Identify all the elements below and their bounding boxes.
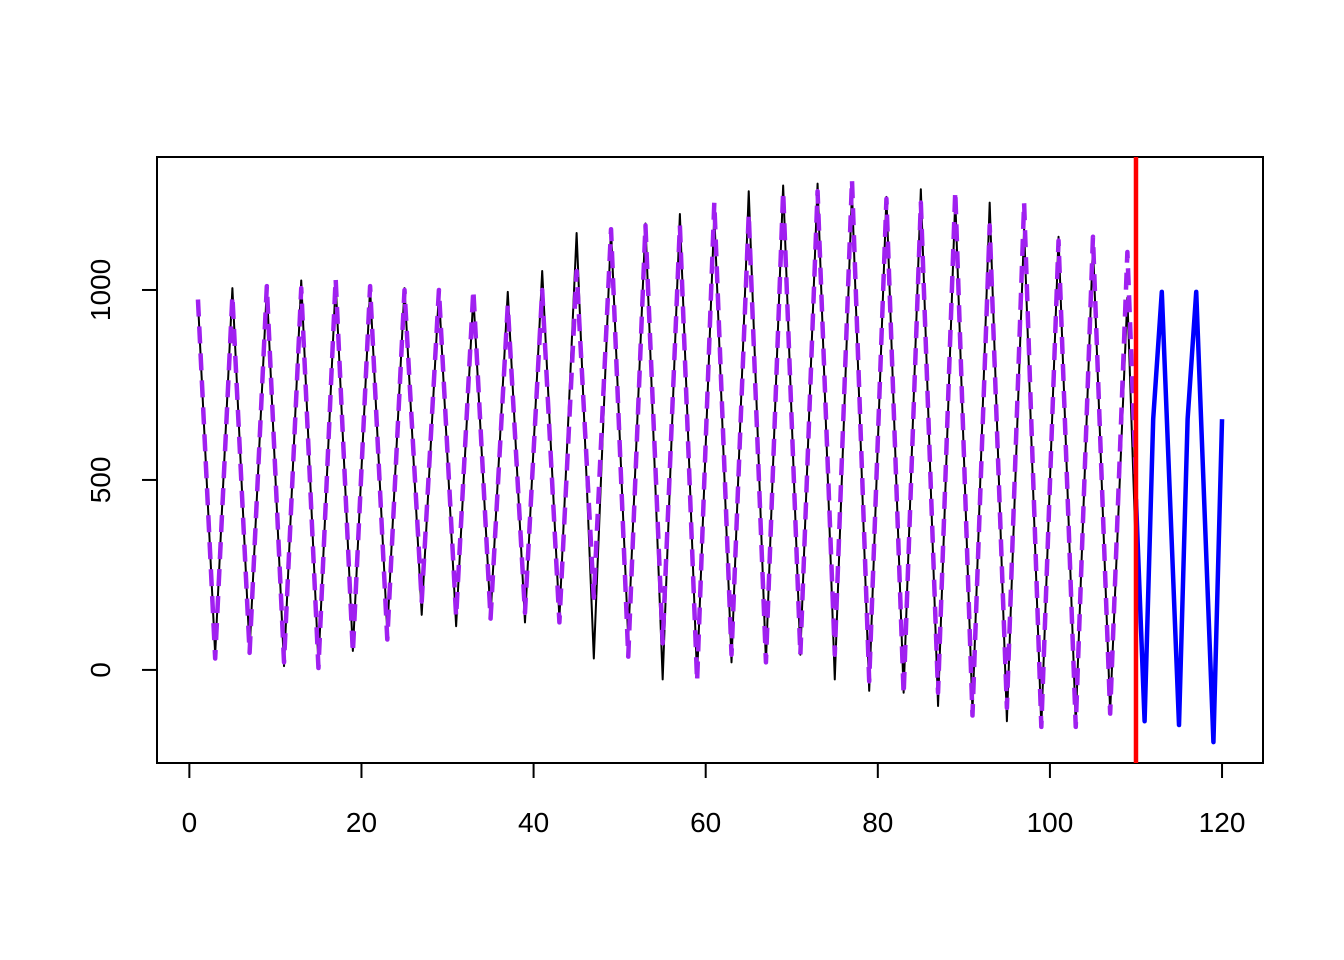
x-tick-label: 60 (690, 807, 721, 838)
x-tick-label: 120 (1199, 807, 1246, 838)
x-tick-label: 40 (518, 807, 549, 838)
series-line (1133, 289, 1225, 745)
x-tick-label: 20 (346, 807, 377, 838)
y-tick-label: 1000 (85, 259, 116, 321)
y-tick-label: 0 (85, 662, 116, 678)
series-line (196, 182, 1137, 728)
x-tick-label: 100 (1027, 807, 1074, 838)
x-tick-label: 0 (182, 807, 198, 838)
series-line (195, 177, 1139, 730)
y-tick-label: 500 (85, 457, 116, 504)
x-tick-label: 80 (862, 807, 893, 838)
plot-frame (156, 156, 1264, 764)
